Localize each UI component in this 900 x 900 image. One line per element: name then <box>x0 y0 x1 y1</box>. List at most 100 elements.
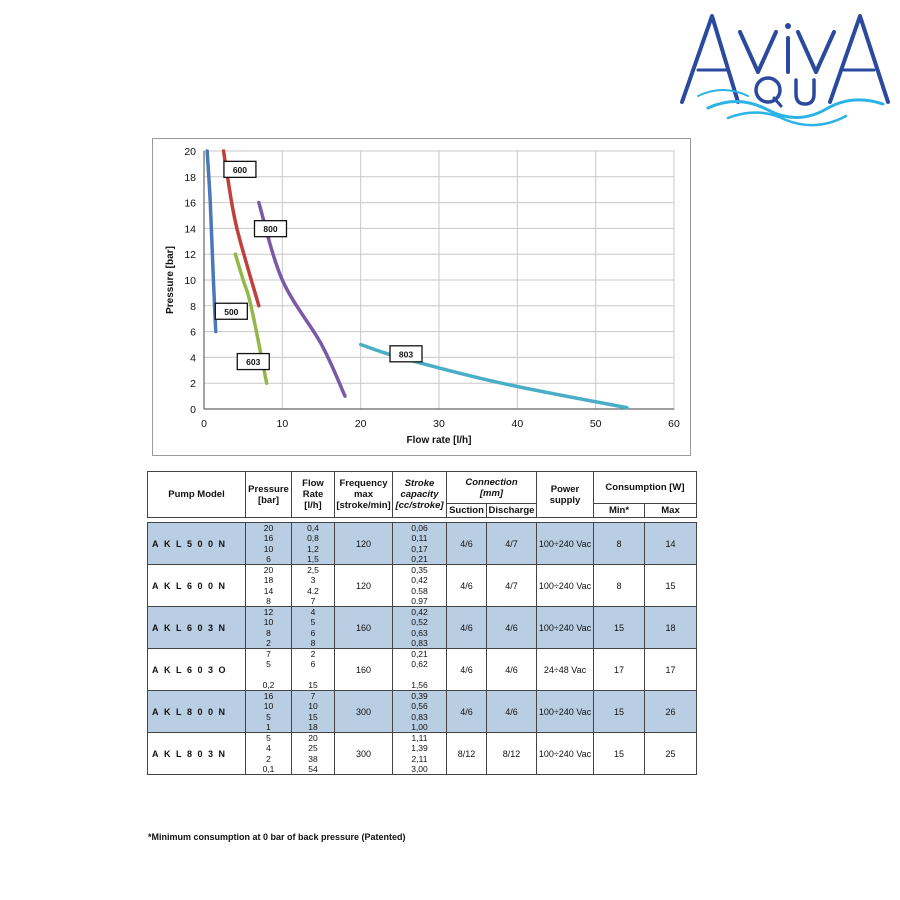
stroke-capacity-value: 0,83 <box>392 711 447 722</box>
discharge-cell: 4/6 <box>486 690 537 733</box>
header-pump-model: Pump Model <box>147 471 246 518</box>
y-tick-label: 20 <box>184 146 196 158</box>
suction-cell: 4/6 <box>446 522 487 565</box>
curve-label: 803 <box>399 349 413 359</box>
pump-model-cell: AKL603O <box>147 648 246 691</box>
suction-cell: 4/6 <box>446 564 487 607</box>
y-tick-label: 4 <box>190 352 196 364</box>
pressure-value: 8 <box>245 595 292 607</box>
y-tick-label: 2 <box>190 378 196 390</box>
curve-803 <box>358 342 629 410</box>
consumption-min-cell: 8 <box>593 522 645 565</box>
flow-value: 2 <box>291 648 335 660</box>
flow-value: 6 <box>291 659 335 670</box>
x-tick-label: 0 <box>201 418 207 430</box>
flow-value: 3 <box>291 575 335 586</box>
pressure-value: 20 <box>245 522 292 534</box>
discharge-cell: 4/7 <box>486 564 537 607</box>
flow-value: 2,5 <box>291 564 335 576</box>
flow-value: 0,4 <box>291 522 335 534</box>
stroke-capacity-value: 0,39 <box>392 690 447 702</box>
flow-value: 8 <box>291 637 335 649</box>
stroke-capacity-value: 0,42 <box>392 575 447 586</box>
curve-603 <box>233 252 269 385</box>
chart-panel: 0 2 4 6 8 10 12 14 16 18 20 0 10 20 30 40 50 60 500 600 603… <box>152 138 691 456</box>
curve-label-box <box>389 345 423 363</box>
consumption-max-cell: 26 <box>644 690 697 733</box>
y-tick-label: 18 <box>184 172 196 184</box>
consumption-max-cell: 18 <box>644 606 697 649</box>
stroke-capacity-value: 2,11 <box>392 753 447 764</box>
curve-label-box <box>223 160 257 179</box>
stroke-capacity-value: 0,21 <box>392 553 447 565</box>
x-tick-label: 20 <box>355 418 367 430</box>
frequency-cell: 160 <box>334 648 393 691</box>
flow-value: 15 <box>291 679 335 691</box>
pressure-value: 5 <box>245 659 292 670</box>
stroke-capacity-value: 0,42 <box>392 606 447 618</box>
pressure-value: 10 <box>245 543 292 554</box>
pump-model-cell: AKL500N <box>147 522 246 565</box>
stroke-capacity-value: 0,56 <box>392 701 447 712</box>
x-tick-label: 40 <box>511 418 523 430</box>
y-tick-label: 10 <box>184 275 196 287</box>
header-frequency: Frequency max [stroke/min] <box>334 471 393 518</box>
frequency-cell: 300 <box>334 732 393 775</box>
y-tick-label: 14 <box>184 223 196 235</box>
flow-value: 25 <box>291 743 335 754</box>
consumption-max-cell: 15 <box>644 564 697 607</box>
frequency-cell: 120 <box>334 564 393 607</box>
flow-value: 15 <box>291 711 335 722</box>
header-flow-rate: Flow Rate [l/h] <box>291 471 335 518</box>
curve-label-box <box>236 352 270 371</box>
suction-cell: 8/12 <box>446 732 487 775</box>
header-connection: Connection [mm] <box>446 471 537 504</box>
x-tick-label: 30 <box>433 418 445 430</box>
y-tick-label: 6 <box>190 327 196 339</box>
pump-model-cell: AKL800N <box>147 690 246 733</box>
stroke-capacity-value: 1,56 <box>392 679 447 691</box>
pressure-value: 2 <box>245 637 292 649</box>
header-min: Min* <box>593 503 645 518</box>
x-tick-label: 60 <box>668 418 680 430</box>
stroke-capacity-value: 0,35 <box>392 564 447 576</box>
pump-spec-table: Pump Model Pressure [bar] Flow Rate [l/h] F… <box>147 471 697 775</box>
table-row: AKL800N 16 7 300 0,39 4/6 4/6 100÷240 Vac 15 26 10… <box>147 690 697 733</box>
stroke-capacity-value: 0,62 <box>392 659 447 670</box>
flow-value: 4 <box>291 606 335 618</box>
y-tick-label: 8 <box>190 301 196 313</box>
pump-model-cell: AKL803N <box>147 732 246 775</box>
pressure-value: 1 <box>245 721 292 733</box>
header-consumption: Consumption [W] <box>593 471 697 504</box>
flow-value: 18 <box>291 721 335 733</box>
consumption-min-cell: 17 <box>593 648 645 691</box>
flow-value: 54 <box>291 763 335 775</box>
x-axis-title: Flow rate [l/h] <box>407 435 472 446</box>
pressure-value: 5 <box>245 732 292 744</box>
y-tick-label: 16 <box>184 198 196 210</box>
power-supply-cell: 100÷240 Vac <box>536 606 594 649</box>
header-power-supply: Power supply <box>536 471 594 518</box>
flow-value: 1,2 <box>291 543 335 554</box>
x-tick-label: 50 <box>590 418 602 430</box>
chart-ticks: 0 2 4 6 8 10 12 14 16 18 20 0 10 20 30 40 50 60 <box>184 146 680 430</box>
flow-value: 6 <box>291 627 335 638</box>
pressure-value: 14 <box>245 585 292 596</box>
table-row: AKL603N 12 4 160 0,42 4/6 4/6 100÷240 Vac 15 18 10… <box>147 606 697 649</box>
power-supply-cell: 100÷240 Vac <box>536 564 594 607</box>
header-stroke-capacity: Stroke capacity [cc/stroke] <box>392 471 447 518</box>
discharge-cell: 8/12 <box>486 732 537 775</box>
pump-model-cell: AKL600N <box>147 564 246 607</box>
consumption-min-cell: 15 <box>593 606 645 649</box>
flow-value: 0,8 <box>291 533 335 544</box>
stroke-capacity-value: 0,63 <box>392 627 447 638</box>
stroke-capacity-value <box>392 669 447 680</box>
discharge-cell: 4/7 <box>486 522 537 565</box>
power-supply-cell: 100÷240 Vac <box>536 690 594 733</box>
stroke-capacity-value: 0,11 <box>392 533 447 544</box>
pressure-value: 5 <box>245 711 292 722</box>
header-max: Max <box>644 503 697 518</box>
consumption-max-cell: 17 <box>644 648 697 691</box>
y-tick-label: 12 <box>184 249 196 261</box>
table-row: AKL500N 20 0,4 120 0,06 4/6 4/7 100÷240 Vac 8 14 1… <box>147 522 697 565</box>
